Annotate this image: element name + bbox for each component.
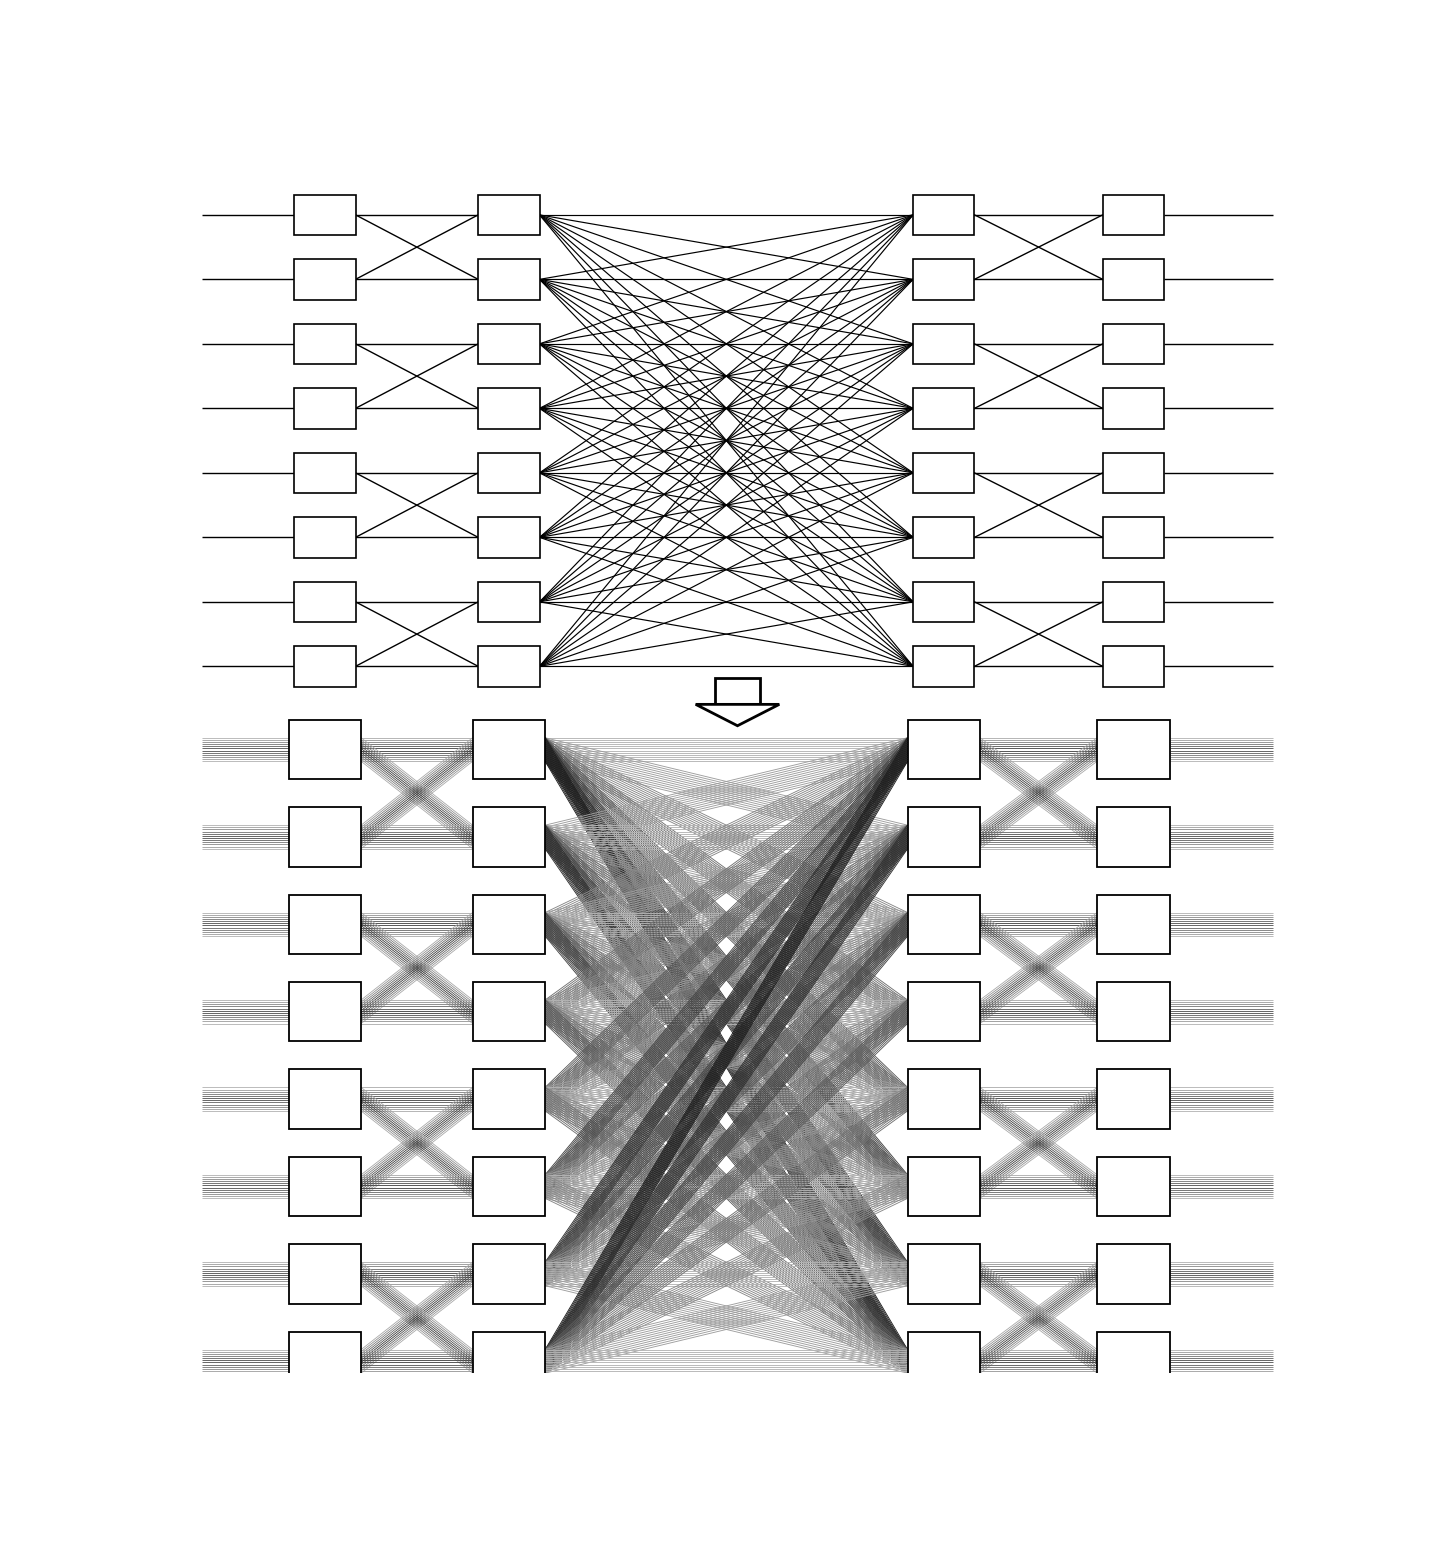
Bar (472, 1157, 545, 1216)
Bar (478, 517, 540, 557)
Bar (472, 1244, 545, 1304)
Bar (1102, 452, 1164, 494)
Bar (289, 1244, 361, 1304)
Bar (478, 259, 540, 299)
Bar (478, 324, 540, 364)
Bar (294, 324, 355, 364)
Bar (478, 452, 540, 494)
Bar (1097, 895, 1170, 954)
Bar (289, 1157, 361, 1216)
Bar (478, 582, 540, 622)
Bar (294, 259, 355, 299)
Bar (1097, 719, 1170, 779)
Bar (715, 679, 760, 704)
Bar (472, 719, 545, 779)
Bar (914, 259, 974, 299)
Bar (914, 389, 974, 429)
Bar (472, 895, 545, 954)
Bar (908, 1244, 980, 1304)
Bar (1097, 1157, 1170, 1216)
Polygon shape (695, 704, 780, 725)
Bar (908, 1157, 980, 1216)
Bar (294, 517, 355, 557)
Bar (1097, 981, 1170, 1042)
Bar (294, 194, 355, 235)
Bar (478, 194, 540, 235)
Bar (289, 981, 361, 1042)
Bar (289, 1069, 361, 1129)
Bar (472, 807, 545, 867)
Bar (908, 719, 980, 779)
Bar (294, 647, 355, 687)
Bar (472, 1069, 545, 1129)
Bar (472, 981, 545, 1042)
Bar (1102, 259, 1164, 299)
Bar (1097, 1244, 1170, 1304)
Bar (289, 719, 361, 779)
Bar (908, 981, 980, 1042)
Bar (478, 647, 540, 687)
Bar (908, 1332, 980, 1392)
Bar (289, 895, 361, 954)
Bar (289, 1332, 361, 1392)
Bar (914, 194, 974, 235)
Bar (914, 582, 974, 622)
Bar (1102, 389, 1164, 429)
Bar (472, 1332, 545, 1392)
Bar (1102, 324, 1164, 364)
Bar (1102, 582, 1164, 622)
Bar (289, 807, 361, 867)
Bar (914, 517, 974, 557)
Bar (294, 389, 355, 429)
Bar (294, 452, 355, 494)
Bar (1102, 194, 1164, 235)
Bar (1102, 647, 1164, 687)
Bar (908, 895, 980, 954)
Bar (914, 452, 974, 494)
Bar (1097, 1069, 1170, 1129)
Bar (908, 1069, 980, 1129)
Bar (1097, 807, 1170, 867)
Bar (1102, 517, 1164, 557)
Bar (914, 647, 974, 687)
Bar (1097, 1332, 1170, 1392)
Bar (294, 582, 355, 622)
Bar (908, 807, 980, 867)
Bar (478, 389, 540, 429)
Bar (914, 324, 974, 364)
